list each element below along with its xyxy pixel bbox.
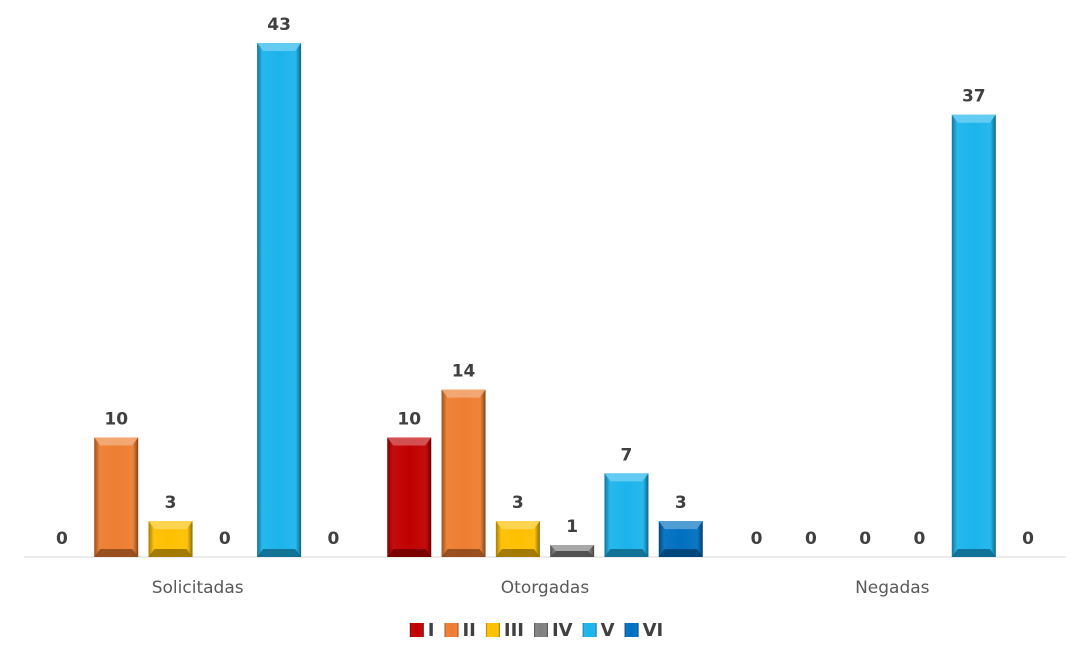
legend-swatch: [409, 623, 424, 637]
bar: [550, 545, 595, 557]
legend-item: IV: [533, 620, 573, 641]
data-label: 1: [566, 517, 578, 537]
legend-label: VI: [643, 620, 664, 641]
data-label: 10: [104, 409, 128, 429]
bar: [387, 437, 432, 557]
legend-item: II: [444, 620, 476, 641]
legend-swatch: [533, 623, 548, 637]
legend-label: IV: [552, 620, 573, 641]
bar: [441, 389, 486, 557]
legend-swatch: [485, 623, 500, 637]
bar: [148, 521, 193, 557]
category-label: Negadas: [855, 578, 930, 598]
bar: [658, 521, 703, 557]
data-label: 0: [56, 529, 68, 549]
data-label: 0: [327, 529, 339, 549]
legend-item: VI: [624, 620, 664, 641]
legend-label: V: [601, 620, 615, 641]
data-label: 3: [512, 493, 524, 513]
data-label: 0: [859, 529, 871, 549]
legend-label: II: [462, 620, 475, 641]
legend-label: III: [504, 620, 524, 641]
data-label: 3: [675, 493, 687, 513]
data-label: 0: [914, 529, 926, 549]
bar: [257, 43, 302, 557]
legend-swatch: [582, 623, 597, 637]
legend-item: I: [409, 620, 435, 641]
bar: [604, 473, 649, 557]
legend-item: III: [485, 620, 524, 641]
data-label: 7: [621, 445, 633, 465]
data-label: 0: [1022, 529, 1034, 549]
data-label: 14: [452, 362, 476, 382]
legend: I II III IV V VI: [409, 620, 664, 641]
legend-label: I: [428, 620, 435, 641]
category-label: Solicitadas: [152, 578, 244, 598]
legend-swatch: [444, 623, 459, 637]
data-label: 0: [751, 529, 763, 549]
data-label: 0: [219, 529, 231, 549]
data-label: 3: [165, 493, 177, 513]
data-label: 10: [397, 409, 421, 429]
bar: [951, 114, 996, 557]
bar: [94, 437, 139, 557]
data-label: 37: [962, 87, 986, 107]
bar: [495, 521, 540, 557]
data-label: 43: [267, 15, 291, 35]
data-label: 0: [805, 529, 817, 549]
legend-item: V: [582, 620, 615, 641]
category-label: Otorgadas: [501, 578, 590, 598]
legend-swatch: [624, 623, 639, 637]
